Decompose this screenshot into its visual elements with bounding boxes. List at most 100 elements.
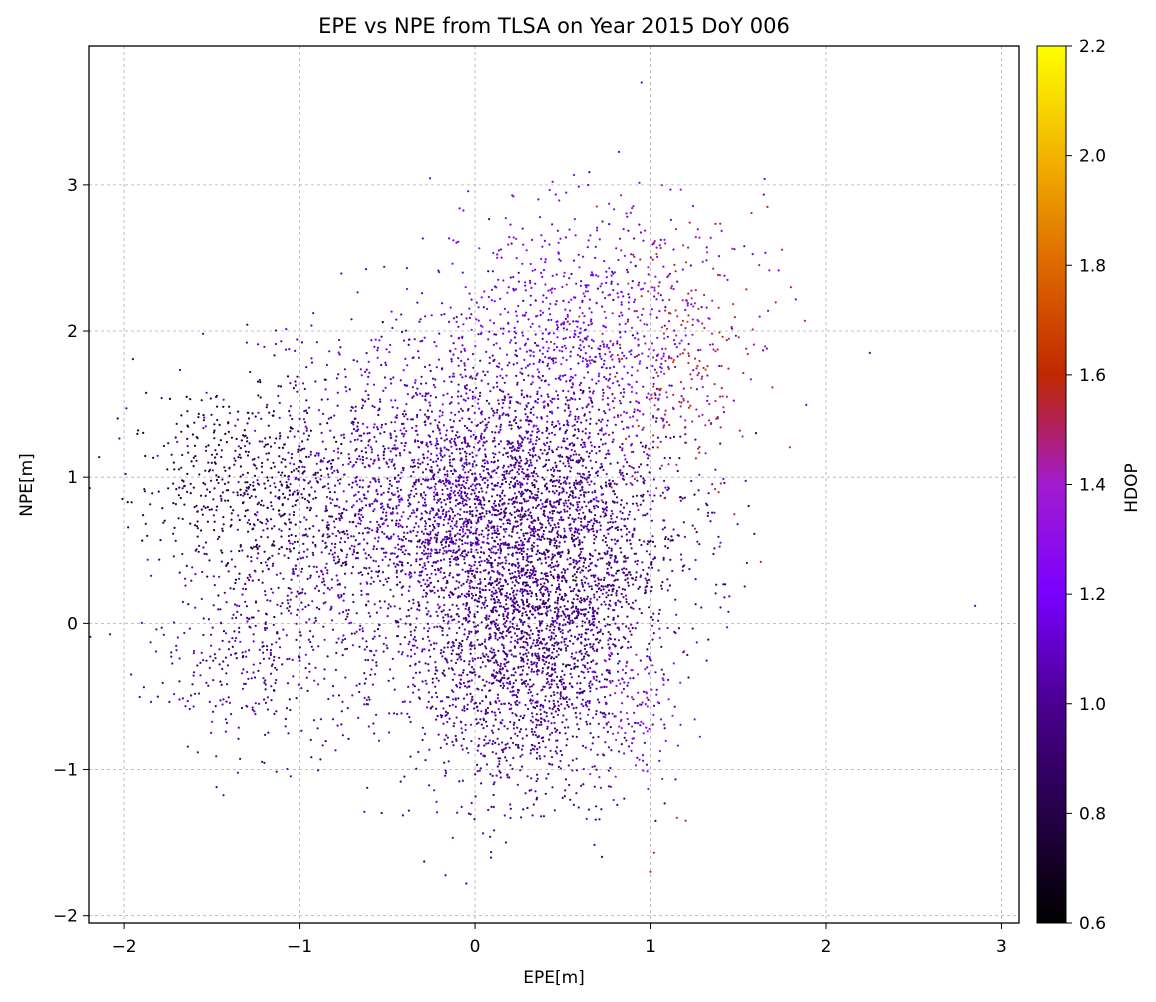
scatter-point <box>360 519 363 522</box>
scatter-point <box>444 503 447 506</box>
scatter-point <box>522 603 525 606</box>
scatter-point <box>359 571 362 574</box>
scatter-point <box>451 465 454 468</box>
scatter-point <box>434 488 437 491</box>
scatter-point <box>547 404 550 407</box>
scatter-point <box>517 473 521 476</box>
scatter-point <box>391 519 394 522</box>
scatter-point <box>541 593 544 596</box>
scatter-point <box>474 560 477 564</box>
scatter-point <box>558 469 561 472</box>
scatter-point <box>433 495 436 498</box>
scatter-point <box>415 492 418 495</box>
scatter-point <box>363 648 366 651</box>
scatter-point <box>437 498 440 502</box>
scatter-point <box>426 463 429 466</box>
scatter-point <box>643 741 647 745</box>
scatter-point <box>622 478 626 481</box>
scatter-point <box>471 465 474 468</box>
scatter-point <box>468 376 472 379</box>
scatter-point <box>454 494 457 497</box>
scatter-point <box>597 408 601 411</box>
scatter-point <box>474 631 477 635</box>
scatter-point <box>518 551 521 555</box>
scatter-point <box>398 452 401 455</box>
scatter-point <box>146 558 149 561</box>
scatter-point <box>543 478 546 481</box>
scatter-point <box>479 391 482 394</box>
scatter-point <box>403 545 406 548</box>
scatter-point <box>371 659 374 662</box>
scatter-point <box>508 424 511 427</box>
scatter-point <box>313 490 317 493</box>
scatter-point <box>415 515 418 518</box>
scatter-point <box>485 426 488 429</box>
scatter-point <box>603 618 606 621</box>
scatter-point <box>515 600 518 603</box>
scatter-point <box>590 480 593 483</box>
scatter-point <box>535 439 538 442</box>
scatter-point <box>495 591 498 594</box>
scatter-point <box>526 338 530 341</box>
scatter-point <box>418 660 421 664</box>
scatter-point <box>475 586 478 589</box>
scatter-point <box>382 454 385 457</box>
scatter-point <box>452 551 455 554</box>
scatter-point <box>590 585 593 588</box>
scatter-point <box>284 348 288 351</box>
scatter-point <box>494 453 497 456</box>
scatter-point <box>484 374 487 377</box>
scatter-point <box>409 451 412 454</box>
scatter-point <box>415 479 418 482</box>
scatter-point <box>395 524 398 527</box>
scatter-point <box>452 725 455 728</box>
scatter-point <box>325 505 328 508</box>
scatter-point <box>621 420 624 423</box>
scatter-point <box>423 498 427 501</box>
scatter-point <box>713 547 716 550</box>
scatter-point <box>479 718 482 721</box>
scatter-point <box>626 539 629 542</box>
scatter-point <box>629 630 632 633</box>
scatter-point <box>380 423 384 426</box>
scatter-point <box>576 536 580 539</box>
scatter-point <box>581 476 584 479</box>
scatter-point <box>573 545 577 548</box>
scatter-point <box>503 663 506 666</box>
scatter-point <box>415 552 418 555</box>
scatter-point <box>624 574 627 577</box>
scatter-point <box>468 632 471 635</box>
scatter-point <box>270 587 273 591</box>
scatter-point <box>553 693 556 697</box>
scatter-point <box>526 532 529 535</box>
scatter-point <box>125 407 128 410</box>
scatter-point <box>553 433 556 436</box>
scatter-point <box>404 537 407 540</box>
scatter-point <box>632 467 635 470</box>
scatter-point <box>528 617 531 620</box>
scatter-point <box>554 506 557 509</box>
scatter-point <box>513 448 516 451</box>
scatter-point <box>377 409 380 412</box>
scatter-point <box>421 637 425 641</box>
scatter-point <box>476 605 479 608</box>
scatter-point <box>410 607 413 610</box>
scatter-point <box>490 460 493 464</box>
scatter-point <box>634 560 637 563</box>
scatter-point <box>642 481 645 484</box>
scatter-point <box>597 582 600 585</box>
scatter-point <box>336 479 340 482</box>
scatter-point <box>628 510 632 513</box>
scatter-point <box>649 508 652 511</box>
scatter-point <box>410 418 413 421</box>
scatter-point <box>385 518 388 521</box>
scatter-point <box>373 436 376 439</box>
scatter-point <box>517 401 520 404</box>
scatter-point <box>427 669 430 672</box>
scatter-point <box>365 497 368 500</box>
scatter-point <box>309 640 312 644</box>
scatter-point <box>424 398 427 401</box>
scatter-point <box>616 501 619 504</box>
scatter-point <box>544 526 548 529</box>
scatter-point <box>565 419 569 422</box>
